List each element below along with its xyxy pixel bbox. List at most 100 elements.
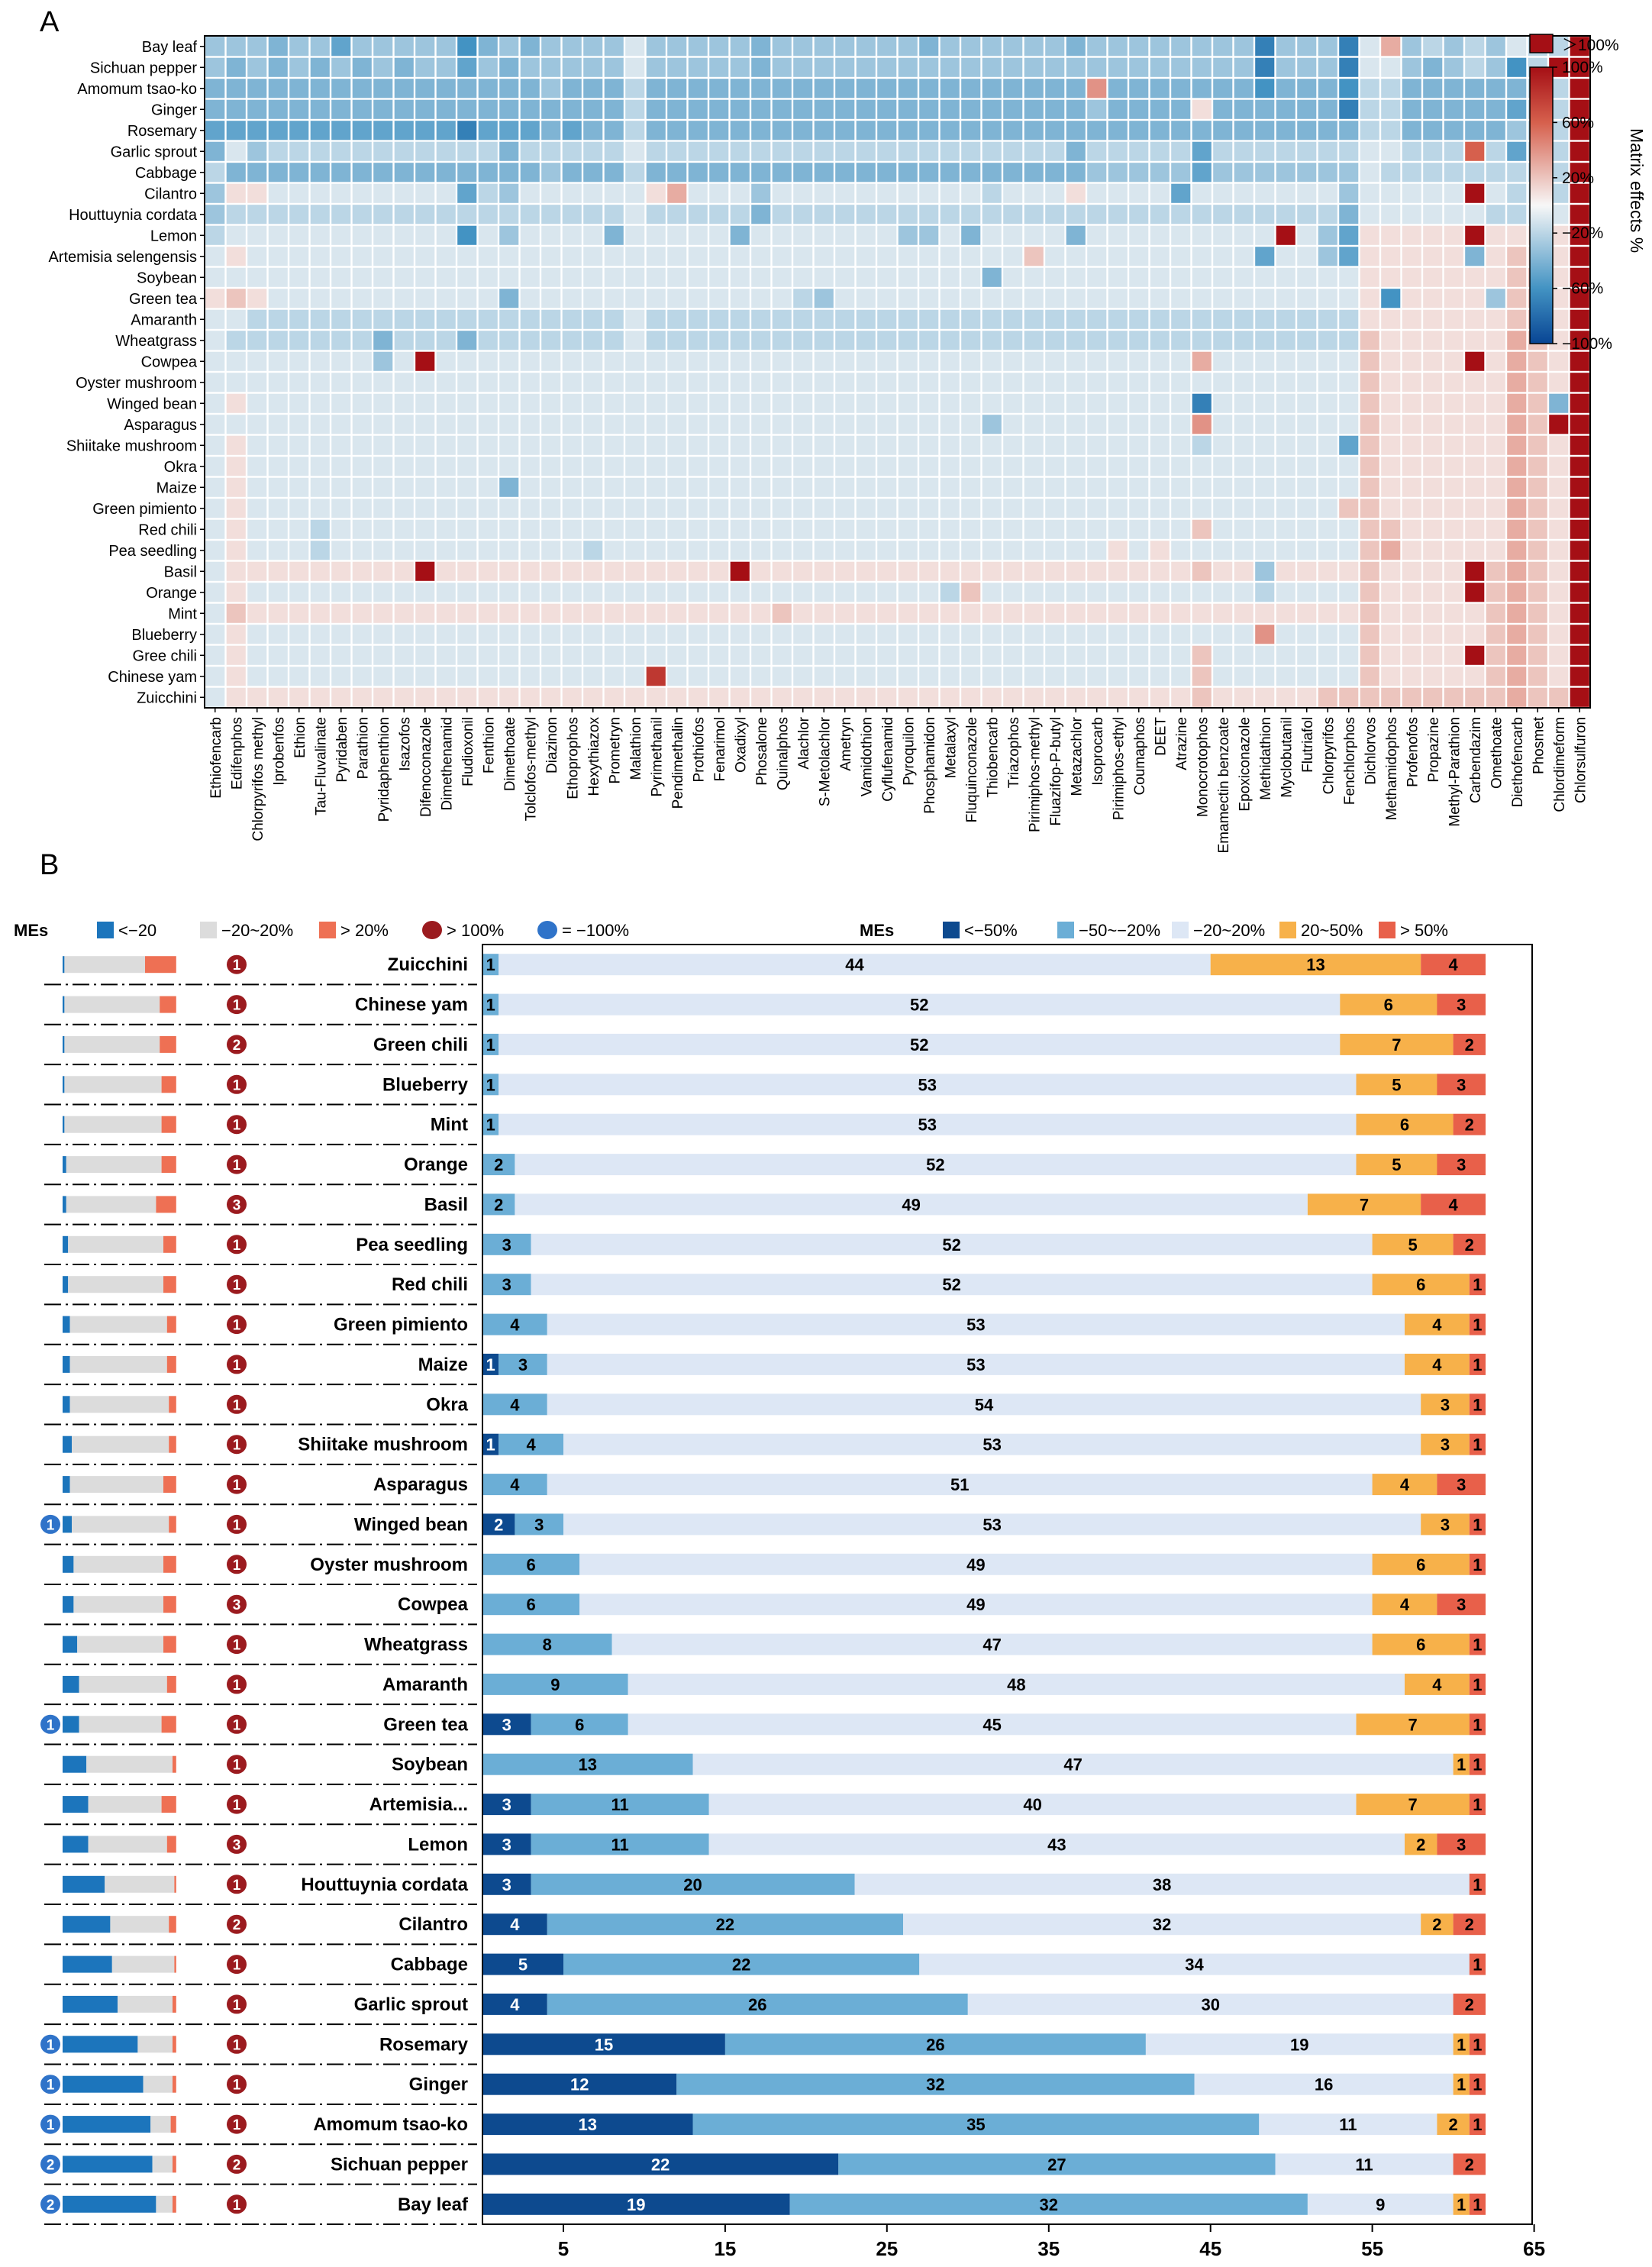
heatmap-cell xyxy=(646,687,666,707)
heatmap-cell xyxy=(394,289,414,308)
heatmap-cell xyxy=(835,163,855,182)
heatmap-cell xyxy=(1150,561,1170,581)
heatmap-cell xyxy=(247,289,267,308)
heatmap-cell xyxy=(1423,373,1443,392)
heatmap-cell xyxy=(1276,625,1295,644)
over-100-count: 1 xyxy=(233,2198,241,2214)
heatmap-cell xyxy=(226,477,246,497)
heatmap-cell xyxy=(1192,225,1212,245)
bar-value-label: 40 xyxy=(1023,1795,1041,1814)
col-label: Fludioxonil xyxy=(460,717,476,786)
heatmap-cell xyxy=(688,205,708,224)
heatmap-cell xyxy=(1486,225,1505,245)
heatmap-cell xyxy=(310,687,330,707)
heatmap-cell xyxy=(1297,519,1317,539)
over-100-dot xyxy=(227,1394,247,1414)
mini-bar-positive xyxy=(169,1916,176,1933)
heatmap-cell xyxy=(646,561,666,581)
mini-bar-neutral xyxy=(66,1196,156,1213)
bar-value-label: 2 xyxy=(1465,1915,1474,1934)
heatmap-cell xyxy=(940,499,960,518)
heatmap-cell xyxy=(331,603,351,623)
heatmap-cell xyxy=(646,99,666,119)
heatmap-cell xyxy=(982,373,1002,392)
heatmap-cell xyxy=(1171,225,1191,245)
heatmap-cell xyxy=(667,121,687,140)
heatmap-cell xyxy=(814,183,834,203)
heatmap-cell xyxy=(814,561,834,581)
mini-bar-neutral xyxy=(72,1516,169,1533)
heatmap-cell xyxy=(310,477,330,497)
heatmap-cell xyxy=(688,499,708,518)
heatmap-cell xyxy=(247,331,267,350)
heatmap-cell xyxy=(688,37,708,57)
heatmap-cell xyxy=(331,415,351,434)
heatmap-cell xyxy=(814,603,834,623)
bar-segment xyxy=(482,1794,531,1816)
heatmap-cell xyxy=(625,163,645,182)
heatmap-cell xyxy=(331,499,351,518)
mini-bar-positive xyxy=(160,996,176,1013)
mini-bar-negative xyxy=(63,996,65,1013)
heatmap-cell xyxy=(793,79,813,98)
heatmap-cell xyxy=(625,687,645,707)
heatmap-cell xyxy=(1297,79,1317,98)
heatmap-cell xyxy=(1486,205,1505,224)
heatmap-cell xyxy=(730,477,750,497)
heatmap-cell xyxy=(583,183,603,203)
bar-value-label: 30 xyxy=(1201,1995,1219,2014)
heatmap-cell xyxy=(310,205,330,224)
minus-100-count: 2 xyxy=(47,2198,55,2214)
heatmap-cell xyxy=(520,477,540,497)
bar-value-label: 2 xyxy=(1465,2155,1474,2174)
heatmap-cell xyxy=(919,57,939,77)
heatmap-cell xyxy=(268,561,288,581)
heatmap-cell xyxy=(289,99,309,119)
heatmap-cell xyxy=(310,183,330,203)
bar-value-label: 2 xyxy=(1465,1035,1474,1054)
heatmap-cell xyxy=(1465,373,1485,392)
heatmap-cell xyxy=(1003,351,1023,371)
heatmap-cell xyxy=(1549,541,1569,560)
heatmap-cell xyxy=(856,225,876,245)
heatmap-cell xyxy=(1087,37,1107,57)
heatmap-cell xyxy=(1381,667,1401,686)
over-100-count: 1 xyxy=(233,1438,241,1454)
heatmap-cell xyxy=(814,583,834,602)
heatmap-cell xyxy=(289,225,309,245)
heatmap-cell xyxy=(940,141,960,161)
heatmap-cell xyxy=(1528,415,1547,434)
heatmap-cell xyxy=(730,625,750,644)
heatmap-cell xyxy=(730,79,750,98)
heatmap-cell xyxy=(814,57,834,77)
heatmap-cell xyxy=(772,57,792,77)
heatmap-cell xyxy=(793,163,813,182)
heatmap-cell xyxy=(1066,289,1086,308)
heatmap-cell xyxy=(457,351,477,371)
heatmap-cell xyxy=(1255,541,1275,560)
heatmap-cell xyxy=(814,225,834,245)
heatmap-cell xyxy=(1150,667,1170,686)
heatmap-cell xyxy=(331,247,351,266)
heatmap-cell xyxy=(751,541,771,560)
heatmap-cell xyxy=(520,309,540,329)
heatmap-cell xyxy=(1171,477,1191,497)
heatmap-cell xyxy=(667,687,687,707)
bar-value-label: 54 xyxy=(975,1395,994,1414)
heatmap-cell xyxy=(1255,457,1275,476)
heatmap-cell xyxy=(1171,79,1191,98)
heatmap-cell xyxy=(1024,457,1044,476)
bar-value-label: 27 xyxy=(1047,2155,1066,2174)
heatmap-cell xyxy=(436,499,456,518)
heatmap-cell xyxy=(1339,57,1359,77)
bar-segment xyxy=(531,1873,855,1895)
mini-bar-neutral xyxy=(137,2036,173,2053)
heatmap-cell xyxy=(1192,99,1212,119)
heatmap-cell xyxy=(1003,79,1023,98)
col-label: Parathion xyxy=(355,717,371,779)
heatmap-cell xyxy=(583,289,603,308)
heatmap-cell xyxy=(247,225,267,245)
heatmap-cell xyxy=(751,667,771,686)
heatmap-cell xyxy=(1276,687,1295,707)
heatmap-cell xyxy=(1318,57,1337,77)
